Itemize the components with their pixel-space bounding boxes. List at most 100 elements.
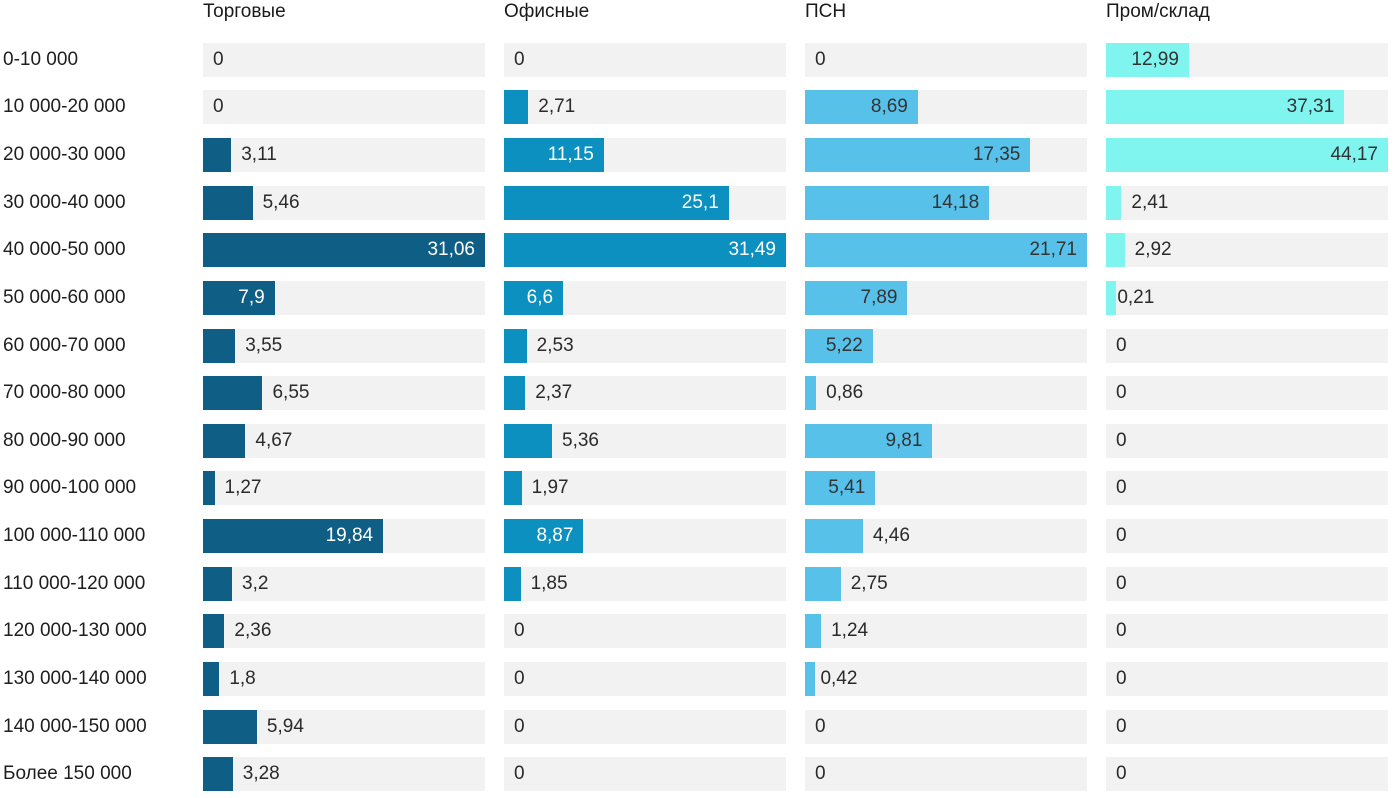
bar-value-label: 0: [815, 763, 826, 785]
bar: 25,1: [504, 185, 729, 220]
bar-value-label: 37,31: [1286, 96, 1335, 118]
bar: 8,87: [504, 519, 584, 554]
bar: [805, 519, 863, 554]
bar-cell: 0: [504, 608, 786, 656]
bar-track: 8,87: [504, 519, 786, 554]
bar-value-label: 0: [815, 715, 826, 737]
bar-track: 11,15: [504, 138, 786, 173]
bar: [203, 661, 220, 696]
row-label: 130 000-140 000: [3, 667, 147, 689]
bar-track: 5,94: [203, 709, 485, 744]
bar-value-label: 31,06: [427, 239, 475, 261]
bar-value-label: 3,55: [245, 334, 283, 356]
bar-value-label: 0: [514, 667, 525, 689]
bar-cell: 0: [1106, 560, 1388, 608]
bar-value-label: 0: [815, 48, 826, 70]
bar-value-label: 5,41: [828, 477, 866, 499]
row-label: 90 000-100 000: [3, 477, 137, 499]
bar-value-label: 4,46: [872, 525, 910, 547]
bar: [203, 614, 225, 649]
bar-value-label: 5,22: [825, 334, 863, 356]
bar: [504, 471, 522, 506]
bar-value-label: 8,87: [536, 525, 574, 547]
bar-cell: 11,15: [504, 131, 786, 179]
bar-value-label: 0: [1116, 429, 1127, 451]
bar: [504, 90, 529, 125]
bar-track: 7,89: [805, 280, 1087, 315]
bar: [203, 185, 253, 220]
bar-cell: 7,9: [203, 274, 485, 322]
bar-cell: 17,35: [805, 131, 1087, 179]
bar-value-label: 1,85: [530, 572, 568, 594]
bar-cell: 25,1: [504, 179, 786, 227]
bar-cell: 0: [203, 84, 485, 132]
bar-cell: 5,22: [805, 322, 1087, 370]
bar-track: 25,1: [504, 185, 786, 220]
bar-track: 0: [203, 42, 485, 77]
bar-value-label: 2,71: [538, 96, 576, 118]
bar-track: 4,46: [805, 519, 1087, 554]
bar-track: 19,84: [203, 519, 485, 554]
row-label: 110 000-120 000: [3, 572, 146, 594]
bar-track: 14,18: [805, 185, 1087, 220]
bar: [805, 614, 822, 649]
bar-value-label: 8,69: [870, 96, 908, 118]
bar: 44,17: [1106, 138, 1388, 173]
bar: 17,35: [805, 138, 1031, 173]
bar-track: 31,06: [203, 233, 485, 268]
bar-value-label: 0,21: [1117, 286, 1155, 308]
bar-track: 2,36: [203, 614, 485, 649]
bar-track: 0: [1106, 709, 1388, 744]
bar-value-label: 4,67: [255, 429, 293, 451]
bar: 19,84: [203, 519, 384, 554]
bar-track: 3,55: [203, 328, 485, 363]
bar-value-label: 7,89: [860, 286, 898, 308]
bar-track: 2,71: [504, 90, 786, 125]
bar-track: 0: [805, 709, 1087, 744]
bar-value-label: 0: [1116, 334, 1127, 356]
bar-cell: 0: [1106, 465, 1388, 513]
bar-track: 0,42: [805, 661, 1087, 696]
bar-value-label: 12,99: [1131, 48, 1179, 70]
row-label: 60 000-70 000: [3, 334, 126, 356]
bar-cell: 7,89: [805, 274, 1087, 322]
bar-track: 0: [1106, 661, 1388, 696]
bar-value-label: 0: [514, 620, 525, 642]
bar-value-label: 2,75: [850, 572, 888, 594]
bar-cell: 1,8: [203, 655, 485, 703]
bar-value-label: 21,71: [1029, 239, 1077, 261]
bar-value-label: 0,86: [826, 382, 864, 404]
bar-track: 1,85: [504, 566, 786, 601]
bar-cell: 0: [1106, 608, 1388, 656]
column-header-1: Торговые: [203, 1, 286, 22]
bar-track: 44,17: [1106, 138, 1388, 173]
bar-value-label: 0: [1116, 763, 1127, 785]
bar: 9,81: [805, 423, 933, 458]
bar: [1106, 233, 1125, 268]
row-label: 20 000-30 000: [3, 144, 126, 166]
bar-cell: 1,24: [805, 608, 1087, 656]
bar: [504, 566, 521, 601]
bar-cell: 1,27: [203, 465, 485, 513]
bar-track: 4,67: [203, 423, 485, 458]
bar-value-label: 1,24: [831, 620, 869, 642]
bar-cell: 0: [504, 703, 786, 751]
bar: 6,6: [504, 280, 564, 315]
row-label: 30 000-40 000: [3, 191, 126, 213]
bar-value-label: 0: [514, 763, 525, 785]
bar-track: 0: [1106, 471, 1388, 506]
bar-cell: 44,17: [1106, 131, 1388, 179]
bar: [504, 328, 527, 363]
row-label: 70 000-80 000: [3, 382, 126, 404]
bar-cell: 0: [805, 750, 1087, 798]
bar-cell: 12,99: [1106, 36, 1388, 84]
column-header-4: Пром/склад: [1106, 1, 1210, 22]
bar-cell: 2,92: [1106, 227, 1388, 275]
bar-track: 1,8: [203, 661, 485, 696]
bar-value-label: 3,28: [242, 763, 280, 785]
bar: [203, 709, 257, 744]
bar-value-label: 3,11: [241, 144, 277, 166]
bar-value-label: 11,15: [547, 144, 594, 166]
bar-track: 3,28: [203, 757, 485, 792]
bar-cell: 0: [1106, 512, 1388, 560]
